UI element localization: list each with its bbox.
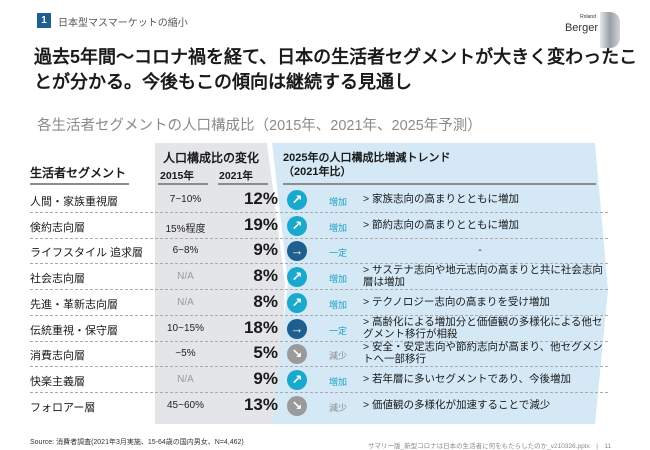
row-divider bbox=[30, 340, 608, 342]
section-label: 日本型マスマーケットの縮小 bbox=[58, 18, 188, 29]
segment-name: 人間・家族重視層 bbox=[30, 196, 118, 208]
value-2015: N/A bbox=[177, 271, 194, 283]
segment-name: 快楽主義層 bbox=[30, 375, 85, 388]
row-divider bbox=[30, 263, 608, 265]
trend-note: > サステナ志向や地元志向の高まりと共に社会志向層は増加 bbox=[363, 264, 603, 289]
arrow-down-right-icon: ↘ bbox=[287, 344, 307, 365]
segment-name: 消費志向層 bbox=[30, 350, 85, 363]
segment-name: フォロアー層 bbox=[30, 401, 96, 414]
change-column-band bbox=[155, 143, 285, 424]
trend-label: 減少 bbox=[329, 402, 348, 413]
chart-subtitle: 各生活者セグメントの人口構成比（2015年、2021年、2025年予測） bbox=[37, 118, 482, 134]
header-divider bbox=[218, 183, 268, 185]
segment-name: 社会志向層 bbox=[30, 273, 85, 286]
roland-berger-logo: Roland Berger bbox=[560, 12, 620, 48]
arrow-up-right-icon: ↗ bbox=[287, 267, 307, 288]
value-2015: 6~8% bbox=[172, 245, 199, 257]
arrow-up-right-icon: ↗ bbox=[287, 369, 307, 390]
header-change: 人口構成比の変化 bbox=[163, 151, 260, 165]
trend-note: > 若年層に多いセグメントであり、今後増加 bbox=[363, 372, 572, 385]
header-trend: 2025年の人口構成比増減トレンド bbox=[283, 152, 451, 164]
table-row: 消費志向層 ~5% 5% ↘ 減少 > 安全・安定志向や節約志向が高まり、他セグ… bbox=[30, 341, 610, 368]
table-row: 先進・革新志向層 N/A 8% ↗ 増加 > テクノロジー志向の高まりを受け増加 bbox=[30, 290, 610, 316]
row-divider bbox=[30, 391, 608, 393]
trend-column-band bbox=[272, 143, 608, 424]
segment-name: ライフスタイル 追求層 bbox=[30, 247, 144, 260]
value-2015: 15%程度 bbox=[165, 223, 206, 235]
value-2021: 9% bbox=[253, 240, 278, 260]
value-2015: N/A bbox=[177, 296, 194, 308]
table-row: 社会志向層 N/A 8% ↗ 増加 > サステナ志向や地元志向の高まりと共に社会… bbox=[30, 264, 610, 291]
trend-label: 減少 bbox=[329, 351, 348, 362]
segment-name: 伝統重視・保守層 bbox=[30, 324, 118, 337]
trend-label: 増加 bbox=[329, 376, 348, 387]
value-2021: 13% bbox=[243, 394, 278, 414]
page-title: 過去5年間～コロナ禍を経て、日本の生活者セグメントが大きく変わったことが分かる。… bbox=[34, 47, 638, 92]
value-2015: 7~10% bbox=[169, 194, 202, 205]
arrow-up-right-icon: ↗ bbox=[287, 190, 307, 210]
trend-label: 増加 bbox=[329, 299, 348, 310]
trend-label: 増加 bbox=[329, 197, 348, 207]
header-2015: 2015年 bbox=[160, 170, 194, 182]
arrow-down-right-icon: ↘ bbox=[287, 395, 307, 416]
row-divider bbox=[30, 212, 608, 213]
row-divider bbox=[30, 237, 608, 239]
row-divider bbox=[30, 314, 608, 316]
table-row: 人間・家族重視層 7~10% 12% ↗ 増加 > 家族志向の高まりとともに増加 bbox=[30, 187, 610, 213]
row-divider bbox=[30, 366, 608, 368]
trend-note: > テクノロジー志向の高まりを受け増加 bbox=[363, 295, 550, 308]
logo-mark bbox=[600, 12, 620, 48]
trend-note: > 節約志向の高まりとともに増加 bbox=[363, 218, 520, 231]
header-divider bbox=[283, 183, 596, 185]
value-2015: N/A bbox=[177, 373, 194, 385]
trend-note: - bbox=[478, 244, 482, 257]
arrow-right-icon: → bbox=[287, 318, 307, 339]
value-2021: 5% bbox=[253, 343, 278, 363]
segment-name: 先進・革新志向層 bbox=[30, 298, 118, 311]
trend-label: 一定 bbox=[329, 325, 348, 336]
arrow-up-right-icon: ↗ bbox=[287, 215, 307, 236]
value-2021: 9% bbox=[253, 368, 278, 388]
value-2021: 8% bbox=[253, 266, 278, 286]
logo-text: Berger bbox=[564, 22, 598, 34]
value-2021: 8% bbox=[253, 291, 278, 311]
value-2021: 19% bbox=[243, 214, 278, 234]
table-row: フォロアー層 45~60% 13% ↘ 減少 > 価値観の多様化が加速することで… bbox=[30, 393, 610, 419]
segment-name: 倹約志向層 bbox=[30, 221, 85, 234]
table-row: 快楽主義層 N/A 9% ↗ 増加 > 若年層に多いセグメントであり、今後増加 bbox=[30, 367, 610, 393]
header-divider bbox=[158, 183, 208, 185]
trend-label: 増加 bbox=[329, 274, 348, 285]
value-2015: ~5% bbox=[175, 348, 196, 360]
logo-text-small: Roland bbox=[580, 14, 596, 20]
trend-note: > 高齢化による増加分と価値観の多様化による他セグメント移行が相殺 bbox=[363, 315, 603, 340]
header-trend-sub: （2021年比） bbox=[283, 166, 352, 178]
header-2021: 2021年 bbox=[219, 170, 253, 182]
row-divider bbox=[30, 289, 608, 291]
value-2015: 45~60% bbox=[167, 399, 204, 411]
header-divider bbox=[30, 183, 129, 185]
arrow-up-right-icon: ↗ bbox=[287, 292, 307, 313]
trend-label: 増加 bbox=[329, 222, 348, 233]
table-row: ライフスタイル 追求層 6~8% 9% → 一定 - bbox=[30, 238, 610, 265]
source-note: Source: 消費者調査(2021年3月実施、15-64歳の国内男女、N=4,… bbox=[30, 439, 244, 446]
trend-note: > 安全・安定志向や節約志向が高まり、他セグメントへ一部移行 bbox=[363, 341, 603, 366]
table-row: 伝統重視・保守層 10~15% 18% → 一定 > 高齢化による増加分と価値観… bbox=[30, 316, 610, 342]
header-segment: 生活者セグメント bbox=[30, 166, 127, 180]
trend-note: > 家族志向の高まりとともに増加 bbox=[363, 193, 520, 205]
section-badge: 1 bbox=[37, 13, 51, 28]
table-row: 倹約志向層 15%程度 19% ↗ 増加 > 節約志向の高まりとともに増加 bbox=[30, 213, 610, 239]
value-2015: 10~15% bbox=[167, 322, 204, 334]
arrow-right-icon: → bbox=[287, 241, 307, 262]
trend-label: 一定 bbox=[329, 248, 348, 259]
trend-note: > 価値観の多様化が加速することで減少 bbox=[363, 398, 551, 411]
value-2021: 18% bbox=[243, 317, 278, 337]
value-2021: 12% bbox=[243, 189, 278, 208]
footer-filename: サマリー版_新型コロナは日本の生活者に何をもたらしたのか_v210326.ppt… bbox=[368, 443, 612, 450]
